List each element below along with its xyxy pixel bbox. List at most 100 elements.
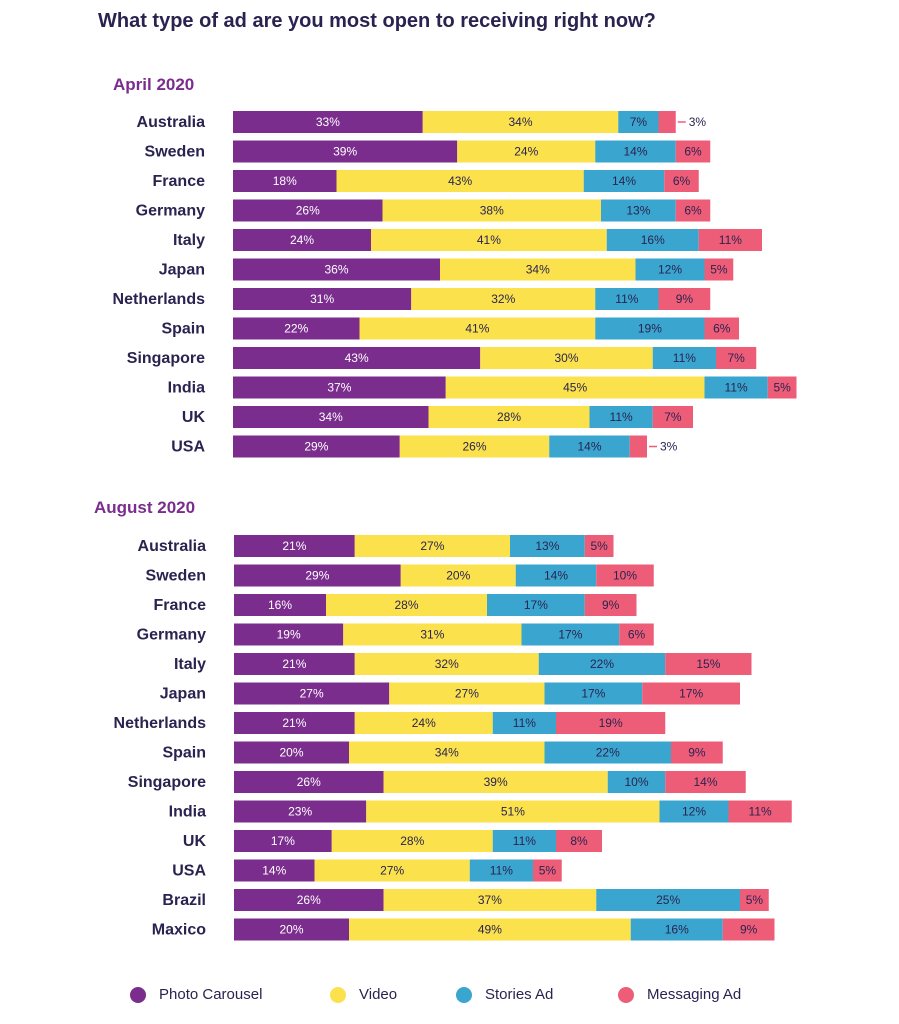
bar-photo-carousel-netherlands <box>234 712 355 734</box>
value-label-messaging-ad-italy: 11% <box>719 233 742 247</box>
value-label-photo-carousel-australia: 21% <box>282 539 306 553</box>
country-label-italy: Italy <box>173 232 205 249</box>
value-label-photo-carousel-singapore: 43% <box>345 351 369 365</box>
value-label-messaging-ad-netherlands: 9% <box>676 292 694 306</box>
country-label-india: India <box>168 380 205 397</box>
value-label-stories-ad-india: 12% <box>682 805 706 819</box>
bar-stories-ad-usa <box>469 859 533 882</box>
value-label-stories-ad-netherlands: 11% <box>615 292 638 306</box>
value-label-messaging-ad-india: 5% <box>773 381 791 395</box>
value-label-video-italy: 32% <box>435 657 459 671</box>
bar-photo-carousel-germany <box>233 199 383 222</box>
legend-swatch-photo-carousel <box>130 986 146 1003</box>
value-label-video-japan: 34% <box>526 263 550 277</box>
bar-video-singapore <box>480 347 653 369</box>
bar-stories-ad-germany <box>601 199 676 222</box>
bar-video-brazil <box>383 889 597 911</box>
bar-photo-carousel-spain <box>234 741 349 764</box>
value-label-messaging-ad-spain: 6% <box>713 322 731 336</box>
bar-photo-carousel-singapore <box>233 347 481 369</box>
bar-messaging-ad-italy <box>665 653 752 675</box>
value-label-photo-carousel-france: 18% <box>273 174 297 188</box>
value-label-photo-carousel-usa: 14% <box>262 864 286 878</box>
country-label-sweden: Sweden <box>146 568 206 585</box>
bar-messaging-ad-france <box>584 594 637 616</box>
chart-title: What type of ad are you most open to rec… <box>98 10 656 32</box>
bar-video-france <box>336 170 584 192</box>
bar-photo-carousel-sweden <box>234 564 401 587</box>
bar-messaging-ad-usa <box>629 435 647 458</box>
value-label-video-brazil: 37% <box>478 893 502 907</box>
bar-photo-carousel-usa <box>234 859 315 882</box>
bar-messaging-ad-italy <box>698 229 762 251</box>
value-label-photo-carousel-sweden: 29% <box>305 569 329 583</box>
legend-label: Video <box>359 986 398 1003</box>
bar-video-japan <box>440 258 636 281</box>
bar-stories-ad-italy <box>606 229 699 251</box>
bar-video-india <box>445 376 705 399</box>
value-label-stories-ad-singapore: 11% <box>673 351 696 365</box>
value-label-photo-carousel-italy: 24% <box>290 233 314 247</box>
bar-photo-carousel-maxico <box>234 918 349 941</box>
value-label-stories-ad-uk: 11% <box>513 834 536 848</box>
country-label-japan: Japan <box>160 686 206 703</box>
value-label-messaging-ad-usa: 5% <box>539 864 557 878</box>
value-label-stories-ad-spain: 22% <box>596 746 620 760</box>
bar-video-netherlands <box>354 712 493 734</box>
country-label-australia: Australia <box>137 114 206 131</box>
value-label-messaging-ad-france: 6% <box>673 174 691 188</box>
bar-video-usa <box>399 435 550 458</box>
country-label-italy: Italy <box>174 656 206 673</box>
bar-stories-ad-australia <box>510 535 585 557</box>
country-label-maxico: Maxico <box>152 922 206 939</box>
bar-photo-carousel-india <box>234 800 367 823</box>
bar-messaging-ad-australia <box>584 535 614 557</box>
bar-messaging-ad-france <box>664 170 699 192</box>
country-label-usa: USA <box>171 439 205 456</box>
bar-messaging-ad-brazil <box>740 889 769 911</box>
value-label-photo-carousel-maxico: 20% <box>279 923 303 937</box>
bar-messaging-ad-uk <box>652 406 693 428</box>
value-label-stories-ad-germany: 13% <box>626 204 650 218</box>
value-label-messaging-ad-france: 9% <box>602 598 620 612</box>
value-label-messaging-ad-singapore: 14% <box>693 775 717 789</box>
value-label-stories-ad-italy: 16% <box>641 233 665 247</box>
bar-photo-carousel-spain <box>233 317 360 340</box>
bar-messaging-ad-sweden <box>675 140 711 163</box>
value-label-messaging-ad-spain: 9% <box>688 746 706 760</box>
bar-stories-ad-spain <box>544 741 671 764</box>
bar-video-italy <box>354 653 539 675</box>
bar-photo-carousel-uk <box>233 406 429 428</box>
bar-photo-carousel-india <box>233 376 446 399</box>
value-label-photo-carousel-japan: 27% <box>300 687 324 701</box>
country-label-netherlands: Netherlands <box>113 291 206 308</box>
bar-video-usa <box>314 859 470 882</box>
country-label-india: India <box>169 804 206 821</box>
value-label-stories-ad-germany: 17% <box>558 628 582 642</box>
value-label-photo-carousel-singapore: 26% <box>297 775 321 789</box>
value-label-stories-ad-sweden: 14% <box>544 569 568 583</box>
value-label-messaging-ad-netherlands: 19% <box>599 716 623 730</box>
value-label-video-netherlands: 32% <box>491 292 515 306</box>
value-label-stories-ad-spain: 19% <box>638 322 662 336</box>
bar-photo-carousel-netherlands <box>233 288 412 310</box>
legend-swatch-video <box>330 986 346 1003</box>
country-label-japan: Japan <box>159 262 205 279</box>
bar-stories-ad-japan <box>544 682 643 705</box>
bar-messaging-ad-netherlands <box>658 288 711 310</box>
value-label-messaging-ad-germany: 6% <box>684 204 702 218</box>
value-label-video-australia: 27% <box>420 539 444 553</box>
value-label-stories-ad-india: 11% <box>725 381 748 395</box>
panel-title-april: April 2020 <box>113 75 195 94</box>
value-label-messaging-ad-australia: 3% <box>689 115 707 129</box>
value-label-messaging-ad-india: 11% <box>749 805 772 819</box>
bar-photo-carousel-italy <box>234 653 355 675</box>
country-label-singapore: Singapore <box>128 774 206 791</box>
value-label-messaging-ad-maxico: 9% <box>740 923 758 937</box>
bar-photo-carousel-italy <box>233 229 371 251</box>
bar-messaging-ad-india <box>767 376 797 399</box>
bar-video-spain <box>349 741 545 764</box>
value-label-video-singapore: 39% <box>484 775 508 789</box>
value-label-video-usa: 26% <box>462 440 486 454</box>
country-label-usa: USA <box>172 863 206 880</box>
